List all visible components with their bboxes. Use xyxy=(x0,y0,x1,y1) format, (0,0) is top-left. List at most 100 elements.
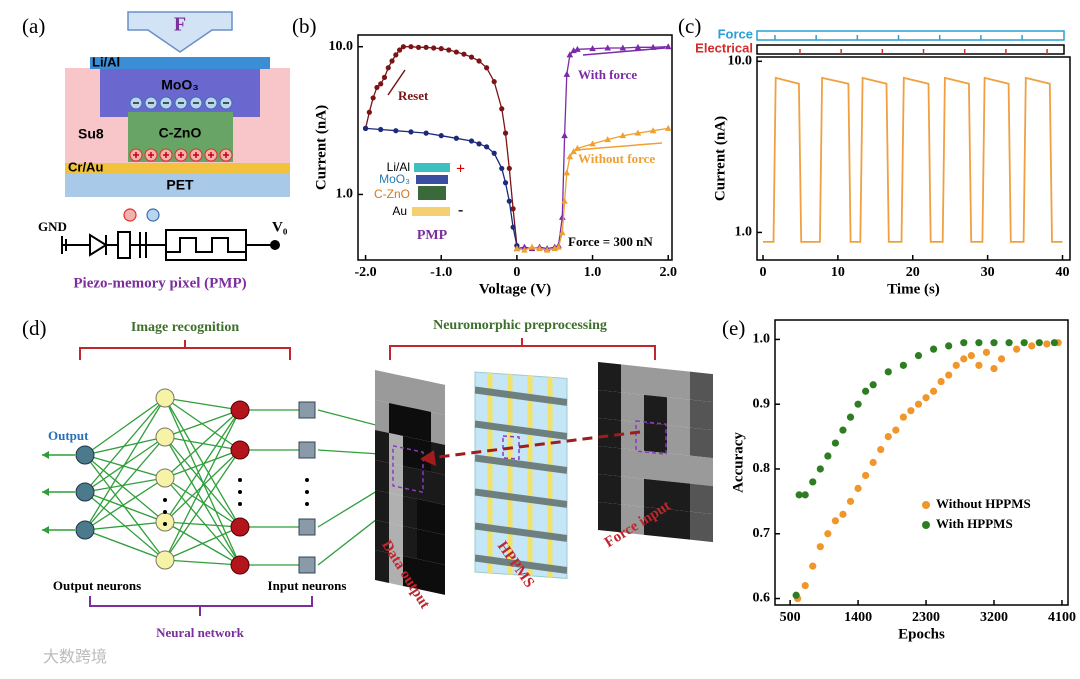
pixel xyxy=(417,438,431,472)
pixel xyxy=(431,561,445,595)
point xyxy=(975,339,983,347)
plus-sign xyxy=(148,152,154,158)
pixel xyxy=(389,492,403,526)
pixel xyxy=(375,460,389,493)
signal-label: Electrical xyxy=(695,40,753,55)
pixel xyxy=(417,378,431,412)
point xyxy=(914,352,923,360)
plus-sign xyxy=(178,152,184,158)
inset-label: Au xyxy=(392,204,407,218)
connection xyxy=(164,409,241,438)
signal-bar xyxy=(756,30,1065,41)
y-tick-label: 0.6 xyxy=(753,591,771,606)
input-node xyxy=(298,441,316,459)
x-tick-label: 10 xyxy=(831,265,845,280)
connection xyxy=(164,477,241,528)
connection xyxy=(84,521,166,531)
x-tick-label: -2.0 xyxy=(354,265,376,280)
y-tick-label: 1.0 xyxy=(735,225,753,240)
point xyxy=(884,368,892,376)
pixel xyxy=(644,366,667,398)
watermark: 大数跨境 xyxy=(43,647,107,666)
series-line xyxy=(763,76,1063,243)
pixel xyxy=(598,390,621,421)
pixel xyxy=(598,362,621,393)
point xyxy=(839,510,847,518)
x-tick-label: 0 xyxy=(759,265,766,280)
y-tick-label: 10.0 xyxy=(329,39,354,54)
hidden-neuron xyxy=(155,427,175,447)
point xyxy=(997,355,1006,363)
point xyxy=(990,339,998,347)
connection xyxy=(84,397,166,493)
plus-sign xyxy=(223,152,229,158)
pixel xyxy=(598,446,621,477)
input-neuron xyxy=(230,555,250,575)
pixel xyxy=(644,422,667,454)
series-line xyxy=(516,127,669,251)
point xyxy=(960,339,968,347)
signal-bar xyxy=(756,44,1065,55)
bracket xyxy=(89,596,313,607)
point xyxy=(1020,339,1028,347)
connection xyxy=(84,529,166,561)
connection xyxy=(84,397,166,456)
arrow xyxy=(387,69,406,96)
pixel xyxy=(621,364,644,395)
charges xyxy=(129,96,233,162)
inset-label: Li/Al xyxy=(387,160,410,174)
circuit xyxy=(61,208,280,261)
plus-sign xyxy=(163,152,169,158)
layer-name: Output neurons xyxy=(53,578,141,593)
point xyxy=(513,245,521,252)
legend-marker xyxy=(922,501,930,509)
series-line xyxy=(364,46,518,246)
plot-frame xyxy=(774,319,1069,606)
pixel xyxy=(375,430,389,463)
input-node xyxy=(298,556,316,574)
point xyxy=(801,581,809,590)
input-neuron xyxy=(230,400,250,420)
ellipsis-dot xyxy=(163,522,167,526)
transfer-arrow xyxy=(429,430,641,460)
arrow-head xyxy=(42,451,49,459)
x-tick-label: 500 xyxy=(780,610,801,625)
panel-label: (e) xyxy=(722,316,745,340)
point xyxy=(801,491,809,499)
point xyxy=(982,348,991,356)
pixel xyxy=(375,520,389,553)
data-output-image xyxy=(375,370,445,595)
point xyxy=(892,426,900,434)
plus-sign xyxy=(133,152,139,158)
connection xyxy=(164,409,241,479)
hidden-neuron xyxy=(155,388,175,408)
output-neuron xyxy=(75,445,95,465)
point xyxy=(846,497,855,505)
input-neuron xyxy=(230,517,250,537)
pixel xyxy=(375,550,389,583)
ellipsis-dot xyxy=(238,502,242,506)
pixel xyxy=(403,375,417,409)
y-axis-label: Current (nA) xyxy=(313,105,329,190)
ellipsis-dot xyxy=(163,510,167,514)
pixel xyxy=(431,471,445,505)
x-tick-label: 30 xyxy=(981,265,995,280)
force-input-image xyxy=(598,362,713,543)
pixel xyxy=(690,427,713,459)
point xyxy=(945,342,953,350)
arrow xyxy=(582,47,666,56)
arrow-head xyxy=(420,450,436,466)
point xyxy=(922,394,930,402)
connection xyxy=(164,477,241,566)
ellipsis-dot xyxy=(305,478,309,482)
point xyxy=(1013,345,1021,353)
connection xyxy=(164,449,241,479)
x-axis-label: Voltage (V) xyxy=(479,281,551,297)
pixel xyxy=(621,504,644,535)
y-tick-label: 1.0 xyxy=(336,187,354,202)
pixel xyxy=(389,462,403,496)
point xyxy=(1035,339,1043,347)
pixel xyxy=(417,558,431,592)
force-arrow xyxy=(127,11,233,53)
pixel xyxy=(598,474,621,505)
